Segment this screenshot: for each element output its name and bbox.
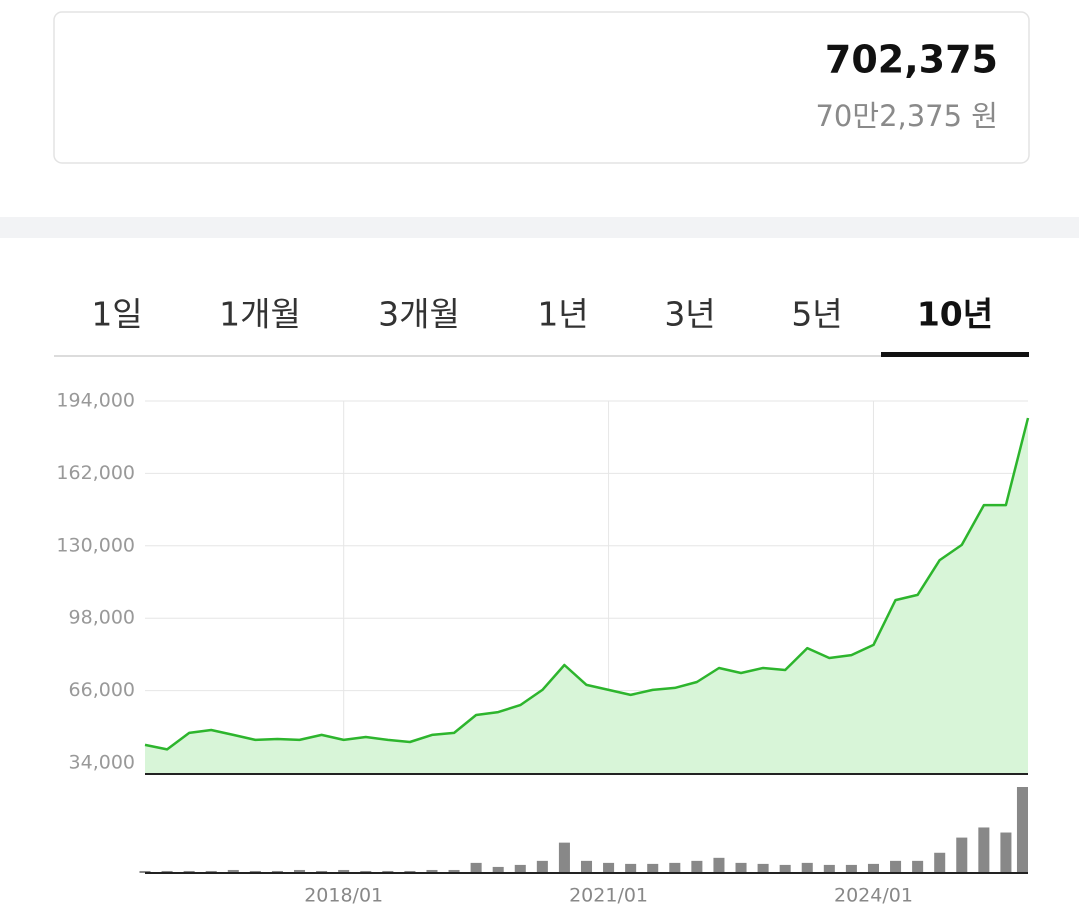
volume-bar (890, 860, 902, 873)
y-tick-label: 66,000 (69, 679, 135, 701)
volume-bar (867, 863, 879, 873)
y-tick-label: 194,000 (56, 390, 135, 412)
volume-bar (625, 863, 637, 873)
y-tick-label: 98,000 (69, 607, 135, 629)
price-box (53, 11, 1030, 164)
price-line (144, 417, 1030, 751)
volume-bar (338, 869, 350, 873)
volume-bar (382, 870, 394, 873)
volume-bar (536, 860, 548, 873)
volume-bar (514, 864, 526, 873)
volume-bar (603, 862, 615, 873)
volume-bar (801, 862, 813, 873)
volume-bar (558, 842, 570, 873)
tab[interactable]: 1일 (91, 295, 142, 334)
volume-bar (183, 870, 195, 873)
volume-bar (470, 862, 482, 873)
y-tick-label: 130,000 (56, 534, 135, 556)
separator (0, 217, 1079, 238)
chart: 194,000 162,000 130,000 98,000 66,000 34,000 2… (56, 390, 1030, 907)
volume-bar (978, 827, 990, 873)
y-tick-label: 162,000 (56, 462, 135, 484)
volume-bar (845, 864, 857, 873)
y-tick-label: 34,000 (69, 752, 135, 774)
x-tick-label: 2018/01 (304, 885, 383, 907)
price: 702,375 (825, 38, 998, 82)
volume-bar (271, 870, 283, 873)
volume-bar (294, 869, 306, 873)
tab[interactable]: 5년 (791, 295, 842, 334)
volume-bar (1000, 832, 1012, 873)
x-tick-label: 2021/01 (569, 885, 648, 907)
volume-bar (205, 870, 217, 873)
area (145, 418, 1028, 774)
x-tick-label: 2024/01 (834, 885, 913, 907)
tab-underline (881, 352, 1029, 357)
volume-bar (956, 837, 968, 873)
tab[interactable]: 1년 (537, 295, 588, 334)
volume-bar (360, 870, 372, 873)
volume-bar (426, 869, 438, 873)
volume-bar (492, 866, 504, 873)
volume-bar (669, 862, 681, 873)
volume-bar (735, 862, 747, 873)
volume-bar (757, 863, 769, 873)
tabs: 1일 1개월 3개월 1년 3년 5년 10년 (91, 295, 1029, 357)
volume-bar (691, 860, 703, 873)
volume-bar (448, 869, 460, 873)
volume-bar (912, 860, 924, 873)
volume-bar (580, 860, 593, 873)
volume-bar (249, 870, 261, 873)
volume-bar (139, 870, 151, 873)
tab[interactable]: 10년 (917, 295, 993, 334)
volume-bar (1016, 787, 1028, 873)
price-korean: 70만2,375 원 (815, 99, 998, 133)
volume-bar (227, 869, 239, 873)
tab[interactable]: 3개월 (378, 295, 460, 334)
volume-bar (823, 864, 835, 873)
volume-bar (161, 870, 173, 873)
volume-bar (713, 857, 725, 873)
volume-bar (779, 864, 791, 873)
tab[interactable]: 1개월 (219, 295, 301, 334)
volume-bar (404, 870, 416, 873)
volume-bar (316, 870, 328, 873)
volume-bar (647, 863, 659, 873)
volume-bar (934, 852, 946, 873)
tab[interactable]: 3년 (664, 295, 715, 334)
